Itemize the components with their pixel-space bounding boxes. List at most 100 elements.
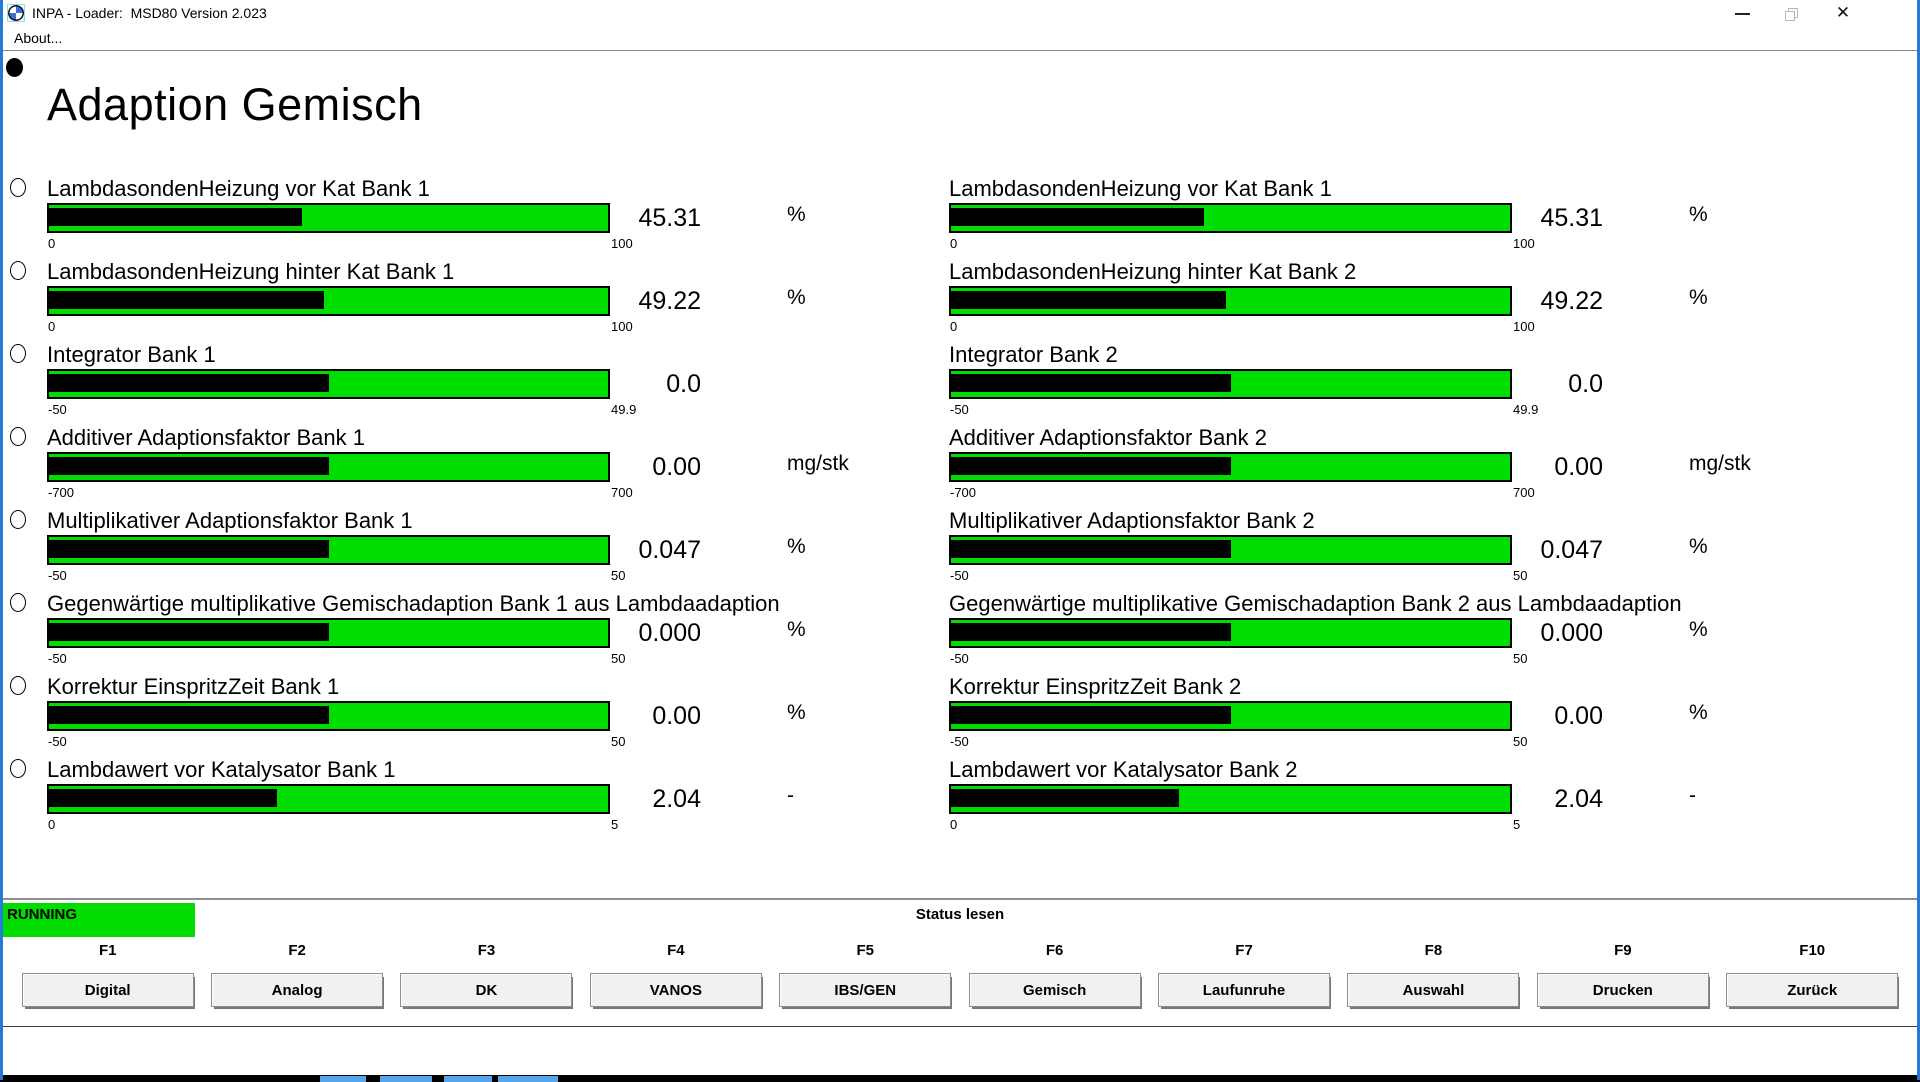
gauge-row: Lambdawert vor Katalysator Bank 1 2.04 -… [10, 757, 877, 832]
taskbar-fragment [320, 1076, 366, 1082]
gauge-value: 0.00 [1554, 453, 1603, 481]
gauge-label: Gegenwärtige multiplikative Gemischadapt… [949, 591, 1682, 616]
gauge-row: LambdasondenHeizung hinter Kat Bank 2 49… [949, 259, 1779, 334]
gauge-scale-min: -50 [950, 568, 969, 583]
taskbar-fragment [444, 1076, 492, 1082]
gauge-label: Korrektur EinspritzZeit Bank 1 [47, 674, 340, 699]
taskbar-fragment [498, 1076, 558, 1082]
gauge-scale-max: 5 [1513, 817, 1521, 832]
gauge-bar-fill [951, 706, 1231, 724]
gauge-scale-max: 50 [611, 651, 626, 666]
gauge-bar-fill [951, 540, 1232, 558]
gauge-label: Gegenwärtige multiplikative Gemischadapt… [47, 591, 780, 616]
minimize-icon [1735, 13, 1750, 15]
gauge-scale-max: 700 [1513, 485, 1535, 500]
gauge-row: Gegenwärtige multiplikative Gemischadapt… [949, 591, 1779, 666]
f10-zurueck-button[interactable]: Zurück [1726, 973, 1899, 1007]
gauge-unit: % [787, 535, 806, 558]
close-button[interactable]: ✕ [1820, 0, 1866, 26]
gauge-unit: - [787, 784, 794, 807]
gauge-label: LambdasondenHeizung vor Kat Bank 1 [47, 176, 430, 201]
gauge-value: 49.22 [1540, 287, 1603, 315]
divider [0, 1026, 1920, 1027]
bmw-roundel-icon [7, 4, 25, 22]
gauge-scale-min: -50 [48, 568, 67, 583]
gauge-scale-min: 0 [48, 817, 56, 832]
gauge-scale-min: 0 [950, 236, 958, 251]
gauge-bar-fill [49, 706, 329, 724]
gauge-bar [949, 369, 1512, 399]
gauge-label: Lambdawert vor Katalysator Bank 1 [47, 757, 396, 782]
gauge-row: Gegenwärtige multiplikative Gemischadapt… [10, 591, 877, 666]
f9-drucken-button[interactable]: Drucken [1536, 973, 1709, 1007]
restore-button[interactable] [1770, 0, 1816, 26]
gauge-bar [47, 618, 610, 648]
f4-vanos-button[interactable]: VANOS [589, 973, 762, 1007]
gauge-label: Korrektur EinspritzZeit Bank 2 [949, 674, 1242, 699]
gauge-bar [47, 286, 610, 316]
gauge-value: 0.00 [1554, 702, 1603, 730]
radio-indicator[interactable] [10, 178, 26, 197]
gauge-bar-fill [49, 374, 330, 392]
radio-indicator[interactable] [10, 676, 26, 695]
gauge-row: Multiplikativer Adaptionsfaktor Bank 2 0… [949, 508, 1779, 583]
gauge-bar-fill [951, 789, 1180, 807]
radio-indicator[interactable] [10, 344, 26, 363]
fkey-label: F8 [1424, 942, 1443, 959]
window-border [1917, 0, 1920, 1080]
gauge-value: 0.0 [666, 370, 701, 398]
gauge-bar [47, 535, 610, 565]
function-key-labels: F1 F2 F3 F4 F5 F6 F7 F8 F9 F10 [13, 942, 1907, 959]
f2-analog-button[interactable]: Analog [211, 973, 384, 1007]
gauge-scale-min: 0 [950, 817, 958, 832]
f3-dk-button[interactable]: DK [400, 973, 573, 1007]
gauge-value: 0.0 [1568, 370, 1603, 398]
main-area: Adaption Gemisch LambdasondenHeizung vor… [3, 53, 1917, 898]
fkey-label: F5 [856, 942, 875, 959]
gauge-scale-max: 50 [1513, 734, 1528, 749]
f8-auswahl-button[interactable]: Auswahl [1347, 973, 1520, 1007]
window-border [0, 0, 3, 1080]
gauge-value: 0.047 [638, 536, 701, 564]
gauge-bar-fill [951, 623, 1231, 641]
gauge-bar [949, 701, 1512, 731]
gauge-column-left: LambdasondenHeizung vor Kat Bank 1 45.31… [10, 176, 877, 840]
gauge-scale-min: -50 [48, 651, 67, 666]
gauge-bar-fill [49, 291, 325, 309]
menu-item-about[interactable]: About... [14, 30, 63, 46]
gauge-unit: mg/stk [787, 452, 849, 475]
gauge-bar-fill [951, 457, 1231, 475]
gauge-value: 0.00 [652, 702, 701, 730]
gauge-scale-max: 50 [1513, 651, 1528, 666]
gauge-value: 49.22 [638, 287, 701, 315]
gauge-scale-max: 700 [611, 485, 633, 500]
f6-gemisch-button[interactable]: Gemisch [968, 973, 1141, 1007]
gauge-scale-min: 0 [48, 236, 56, 251]
radio-indicator[interactable] [10, 261, 26, 280]
gauge-bar [949, 452, 1512, 482]
f5-ibsgen-button[interactable]: IBS/GEN [779, 973, 952, 1007]
radio-indicator[interactable] [10, 593, 26, 612]
gauge-value: 2.04 [652, 785, 701, 813]
gauge-row: Integrator Bank 1 0.0 -50 49.9 [10, 342, 877, 417]
radio-indicator[interactable] [10, 427, 26, 446]
gauge-value: 0.000 [638, 619, 701, 647]
gauge-row: Korrektur EinspritzZeit Bank 1 0.00 % -5… [10, 674, 877, 749]
gauge-value: 45.31 [638, 204, 701, 232]
minimize-button[interactable] [1720, 0, 1766, 26]
f7-laufunruhe-button[interactable]: Laufunruhe [1158, 973, 1331, 1007]
gauge-scale-max: 100 [611, 319, 633, 334]
gauge-bar [47, 701, 610, 731]
gauge-scale-min: -700 [950, 485, 977, 500]
gauge-value: 0.047 [1540, 536, 1603, 564]
gauge-scale-min: -50 [950, 402, 969, 417]
gauge-label: Multiplikativer Adaptionsfaktor Bank 1 [47, 508, 413, 533]
radio-indicator[interactable] [10, 510, 26, 529]
gauge-scale-max: 100 [1513, 319, 1535, 334]
status-message: Status lesen [915, 906, 1005, 923]
gauge-label: LambdasondenHeizung hinter Kat Bank 1 [47, 259, 455, 284]
radio-indicator[interactable] [10, 759, 26, 778]
gauge-scale-max: 100 [611, 236, 633, 251]
gauge-bar [47, 452, 610, 482]
f1-digital-button[interactable]: Digital [21, 973, 194, 1007]
